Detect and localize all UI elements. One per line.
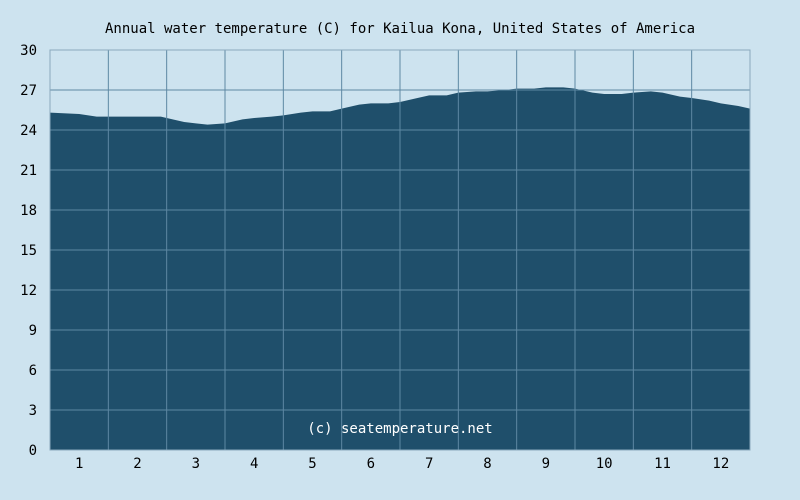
y-tick-label: 15 bbox=[20, 243, 37, 259]
x-tick-label: 1 bbox=[75, 456, 83, 472]
x-tick-label: 7 bbox=[425, 456, 433, 472]
y-tick-label: 21 bbox=[20, 163, 37, 179]
x-tick-label: 4 bbox=[250, 456, 258, 472]
y-tick-label: 30 bbox=[20, 43, 37, 59]
x-tick-label: 2 bbox=[133, 456, 141, 472]
x-tick-label: 9 bbox=[542, 456, 550, 472]
y-tick-label: 9 bbox=[29, 323, 37, 339]
y-tick-label: 0 bbox=[29, 443, 37, 459]
chart-title: Annual water temperature (C) for Kailua … bbox=[105, 21, 695, 37]
y-tick-label: 24 bbox=[20, 123, 37, 139]
y-tick-label: 3 bbox=[29, 403, 37, 419]
y-tick-label: 12 bbox=[20, 283, 37, 299]
y-tick-label: 18 bbox=[20, 203, 37, 219]
credit-label: (c) seatemperature.net bbox=[307, 421, 492, 437]
x-tick-label: 5 bbox=[308, 456, 316, 472]
y-tick-label: 6 bbox=[29, 363, 37, 379]
x-tick-label: 8 bbox=[483, 456, 491, 472]
x-tick-label: 11 bbox=[654, 456, 671, 472]
x-tick-label: 12 bbox=[712, 456, 729, 472]
x-tick-label: 10 bbox=[596, 456, 613, 472]
plot-frame bbox=[49, 49, 751, 451]
x-tick-label: 6 bbox=[367, 456, 375, 472]
x-tick-label: 3 bbox=[192, 456, 200, 472]
y-tick-label: 27 bbox=[20, 83, 37, 99]
